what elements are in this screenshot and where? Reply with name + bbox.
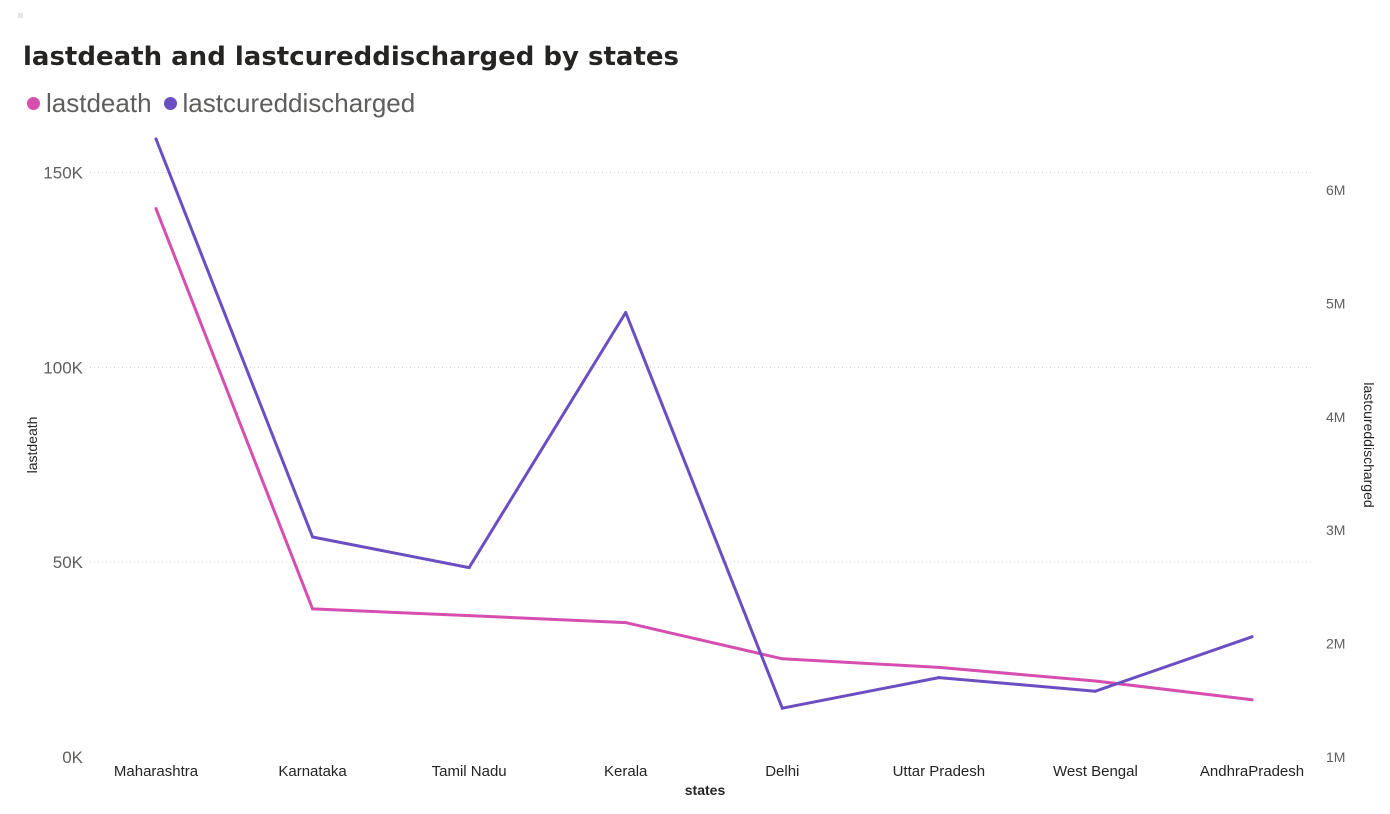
y-tick-label-right: 3M: [1326, 522, 1345, 538]
data-point-lastcureddischarged: [154, 137, 158, 141]
data-point-lastdeath: [467, 614, 471, 618]
x-tick-label: Delhi: [765, 763, 799, 780]
data-point-lastcureddischarged: [1250, 635, 1254, 639]
chart-title: lastdeath and lastcureddischarged by sta…: [23, 42, 680, 72]
data-point-lastcureddischarged: [937, 676, 941, 680]
data-point-lastcureddischarged: [1093, 689, 1097, 693]
series-line-lastcureddischarged: [154, 137, 1254, 710]
data-point-lastcureddischarged: [780, 706, 784, 710]
series-line-lastdeath: [154, 207, 1254, 702]
data-point-lastcureddischarged: [311, 535, 315, 539]
y-tick-label-right: 4M: [1326, 409, 1345, 425]
y-axis-left-title: lastdeath: [24, 417, 40, 474]
y-axis-right-title: lastcureddischarged: [1361, 382, 1377, 507]
y-axis-left-ticks: 0K 50K 100K 150K: [43, 164, 83, 768]
data-point-lastcureddischarged: [467, 566, 471, 570]
y-tick-label-right: 6M: [1326, 182, 1345, 198]
data-point-lastdeath: [1250, 698, 1254, 702]
x-axis-title: states: [685, 782, 726, 798]
x-tick-label: Uttar Pradesh: [893, 763, 986, 780]
legend-label-lastcureddischarged: lastcureddischarged: [182, 88, 416, 118]
data-point-lastdeath: [1093, 679, 1097, 683]
x-tick-label: Karnataka: [278, 763, 347, 780]
legend[interactable]: lastdeath lastcureddischarged: [27, 88, 427, 119]
x-tick-label: Kerala: [604, 763, 648, 780]
x-tick-label: AndhraPradesh: [1200, 763, 1304, 780]
data-point-lastdeath: [154, 207, 158, 211]
x-tick-label: West Bengal: [1053, 763, 1138, 780]
data-point-lastdeath: [624, 621, 628, 625]
series-lines: [154, 137, 1254, 710]
legend-item-lastcureddischarged[interactable]: lastcureddischarged: [163, 88, 416, 119]
legend-label-lastdeath: lastdeath: [46, 88, 152, 118]
visual-corner-marker: [18, 13, 23, 18]
data-point-lastdeath: [311, 607, 315, 611]
data-point-lastdeath: [937, 665, 941, 669]
x-tick-label: Maharashtra: [114, 763, 199, 780]
data-point-lastdeath: [780, 657, 784, 661]
y-tick-label-left: 0K: [62, 748, 83, 767]
y-axis-right-ticks: 1M 2M 3M 4M 5M 6M: [1326, 182, 1345, 765]
x-tick-label: Tamil Nadu: [432, 763, 507, 780]
y-tick-label-left: 50K: [53, 553, 84, 572]
y-tick-label-left: 100K: [43, 358, 83, 377]
x-axis-ticks: Maharashtra Karnataka Tamil Nadu Kerala Delh…: [114, 763, 1304, 780]
y-tick-label-right: 5M: [1326, 295, 1345, 311]
legend-marker-lastdeath: [27, 97, 40, 110]
y-tick-label-right: 1M: [1326, 749, 1345, 765]
legend-item-lastdeath[interactable]: lastdeath: [27, 88, 152, 119]
y-tick-label-left: 150K: [43, 164, 83, 183]
data-point-lastcureddischarged: [624, 310, 628, 314]
legend-marker-lastcureddischarged: [163, 97, 177, 110]
y-tick-label-right: 2M: [1326, 636, 1345, 652]
